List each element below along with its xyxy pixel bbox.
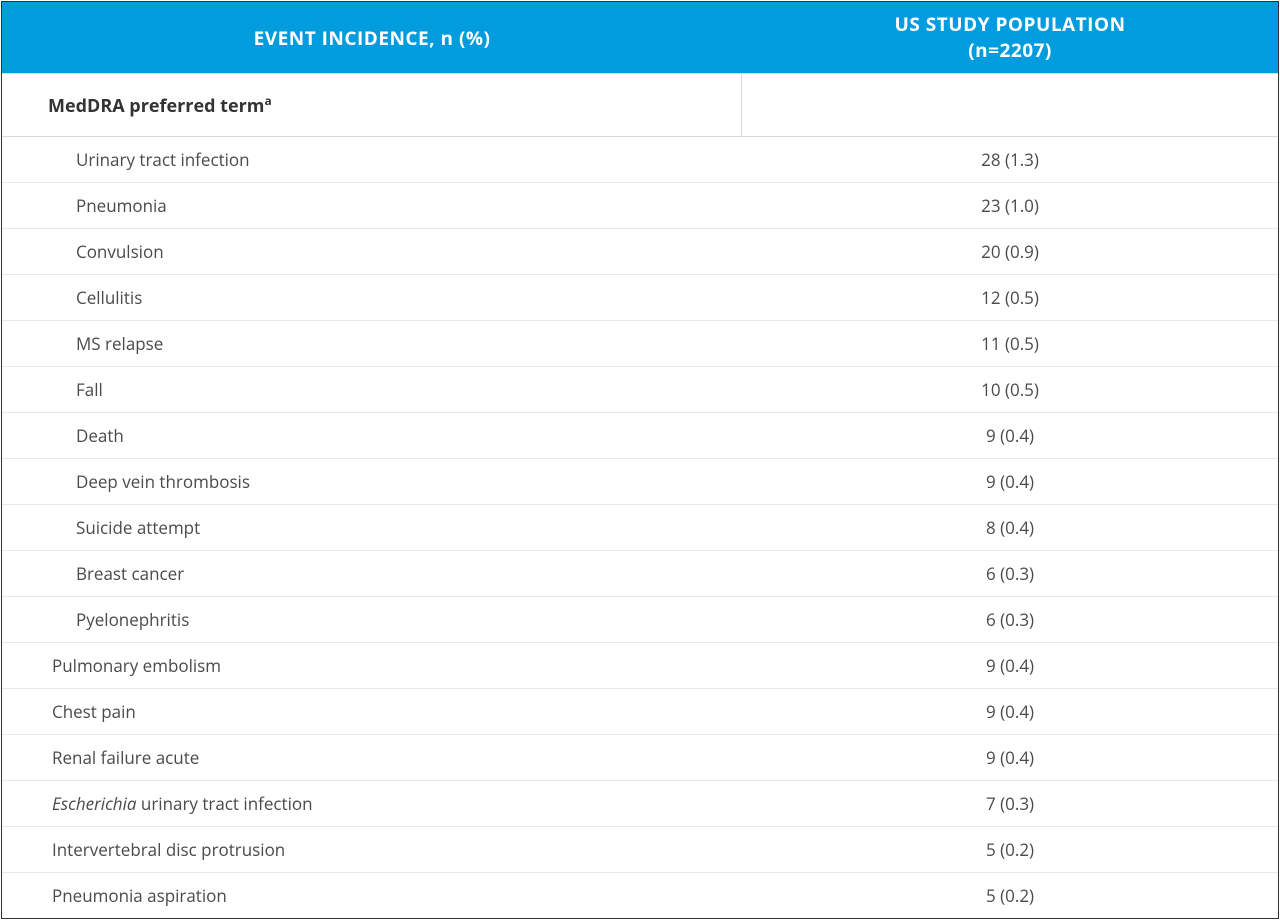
term-cell: Chest pain [2,689,742,734]
value-cell: 5 (0.2) [742,873,1278,918]
value-cell: 9 (0.4) [742,689,1278,734]
term-text: Suicide attempt [76,516,200,539]
term-text: Fall [76,378,103,401]
value-cell: 20 (0.9) [742,229,1278,274]
value-cell: 6 (0.3) [742,597,1278,642]
term-text: Chest pain [52,700,136,723]
table-row: Escherichia urinary tract infection7 (0.… [2,781,1278,827]
subheader-super: a [264,92,271,109]
term-cell: Fall [2,367,742,412]
table-row: MS relapse 11 (0.5) [2,321,1278,367]
value-cell: 28 (1.3) [742,137,1278,182]
subheader-meddra: MedDRA preferred terma [2,74,742,136]
header-left-text: EVENT INCIDENCE, n (%) [254,25,491,51]
term-text: Intervertebral disc protrusion [52,838,285,861]
term-italic-prefix: Escherichia [52,792,137,815]
table-row: Urinary tract infection 28 (1.3) [2,137,1278,183]
table-row: Death 9 (0.4) [2,413,1278,459]
table-header-row: EVENT INCIDENCE, n (%) US STUDY POPULATI… [2,2,1278,73]
subheader-row: MedDRA preferred terma [2,73,1278,137]
value-cell: 9 (0.4) [742,735,1278,780]
table-row: Intervertebral disc protrusion 5 (0.2) [2,827,1278,873]
table-row: Pneumonia 23 (1.0) [2,183,1278,229]
value-cell: 8 (0.4) [742,505,1278,550]
term-cell: Suicide attempt [2,505,742,550]
header-right-line1: US STUDY POPULATION [895,12,1126,38]
value-cell: 12 (0.5) [742,275,1278,320]
term-cell: Breast cancer [2,551,742,596]
value-cell: 10 (0.5) [742,367,1278,412]
table-row: Pyelonephritis 6 (0.3) [2,597,1278,643]
term-cell: MS relapse [2,321,742,366]
term-text: Pyelonephritis [76,608,189,631]
term-cell: Cellulitis [2,275,742,320]
term-text: Breast cancer [76,562,184,585]
value-cell: 23 (1.0) [742,183,1278,228]
term-text: Pneumonia [76,194,167,217]
term-text: Renal failure acute [52,746,199,769]
term-text: Deep vein thrombosis [76,470,250,493]
term-cell: Death [2,413,742,458]
term-cell: Pneumonia aspiration [2,873,742,918]
table-row: Deep vein thrombosis 9 (0.4) [2,459,1278,505]
subheader-empty [742,74,1278,136]
event-incidence-table: EVENT INCIDENCE, n (%) US STUDY POPULATI… [1,1,1279,919]
value-cell: 9 (0.4) [742,459,1278,504]
term-text: Urinary tract infection [76,148,250,171]
term-text: Cellulitis [76,286,142,309]
term-text: urinary tract infection [137,792,313,815]
table-row: Renal failure acute 9 (0.4) [2,735,1278,781]
header-event-incidence: EVENT INCIDENCE, n (%) [2,2,742,73]
term-text: Convulsion [76,240,164,263]
term-cell: Pulmonary embolism [2,643,742,688]
table-row: Convulsion 20 (0.9) [2,229,1278,275]
table-row: Pneumonia aspiration 5 (0.2) [2,873,1278,918]
header-right-line2: (n=2207) [968,38,1052,64]
term-text: Death [76,424,124,447]
value-cell: 11 (0.5) [742,321,1278,366]
value-cell: 6 (0.3) [742,551,1278,596]
value-cell: 9 (0.4) [742,643,1278,688]
header-study-population: US STUDY POPULATION (n=2207) [742,2,1278,73]
term-text: Pneumonia aspiration [52,884,227,907]
term-cell: Pneumonia [2,183,742,228]
table-row: Chest pain 9 (0.4) [2,689,1278,735]
term-text: MS relapse [76,332,163,355]
term-text: Pulmonary embolism [52,654,221,677]
term-cell: Renal failure acute [2,735,742,780]
term-cell: Escherichia urinary tract infection [2,781,742,826]
term-cell: Convulsion [2,229,742,274]
term-cell: Pyelonephritis [2,597,742,642]
table-row: Breast cancer 6 (0.3) [2,551,1278,597]
table-row: Fall 10 (0.5) [2,367,1278,413]
table-row: Suicide attempt 8 (0.4) [2,505,1278,551]
value-cell: 5 (0.2) [742,827,1278,872]
value-cell: 7 (0.3) [742,781,1278,826]
term-cell: Intervertebral disc protrusion [2,827,742,872]
table-row: Cellulitis 12 (0.5) [2,275,1278,321]
table-row: Pulmonary embolism 9 (0.4) [2,643,1278,689]
value-cell: 9 (0.4) [742,413,1278,458]
table-body: Urinary tract infection28 (1.3)Pneumonia… [2,137,1278,918]
term-cell: Urinary tract infection [2,137,742,182]
subheader-label: MedDRA preferred term [48,94,264,118]
term-cell: Deep vein thrombosis [2,459,742,504]
